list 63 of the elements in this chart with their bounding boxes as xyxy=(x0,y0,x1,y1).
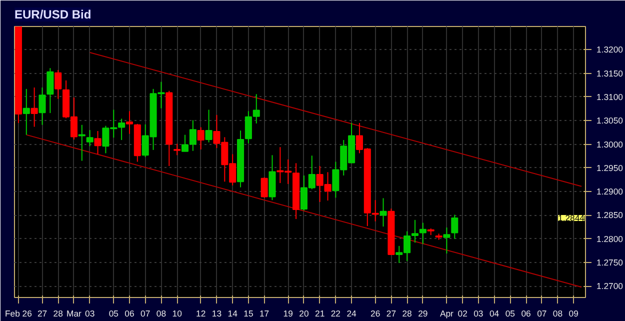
x-tick-label: 06 xyxy=(521,308,532,318)
x-tick-label: Apr xyxy=(440,308,454,318)
x-tick-label: 03 xyxy=(85,308,95,318)
x-tick-label: 09 xyxy=(568,308,579,318)
candlestick xyxy=(205,109,212,143)
chart-title: EUR/USD Bid xyxy=(14,8,92,22)
x-tick-label: 02 xyxy=(458,308,468,318)
x-tick-label: 05 xyxy=(505,308,516,318)
x-tick-label: 08 xyxy=(156,308,166,318)
x-tick-label: Feb 26 xyxy=(4,308,32,318)
y-tick-label: 1.3000 xyxy=(596,139,624,150)
x-tick-label: 06 xyxy=(124,308,134,318)
y-tick-label: 1.2700 xyxy=(596,281,624,292)
annotation: 1.2844 xyxy=(558,213,585,224)
x-tick-label: 24 xyxy=(346,308,357,318)
candlestick xyxy=(126,110,134,134)
y-tick-label: 1.2800 xyxy=(596,234,624,244)
candlestick xyxy=(380,198,387,228)
y-tick-label: 1.3100 xyxy=(596,92,624,102)
y-tick-label: 1.3050 xyxy=(596,116,624,126)
x-tick-label: 15 xyxy=(244,308,254,318)
candlestick xyxy=(78,124,86,162)
x-tick-label: 08 xyxy=(552,308,563,318)
x-tick-label: 17 xyxy=(260,308,270,318)
candlestick xyxy=(86,130,94,147)
candlestick xyxy=(94,130,102,155)
candlestick xyxy=(22,88,30,136)
candlestick xyxy=(46,68,54,114)
x-tick-label: 04 xyxy=(489,308,500,318)
x-tick-label: 03 xyxy=(474,308,484,318)
x-tick-label: 20 xyxy=(299,308,309,318)
candlestick xyxy=(260,176,268,198)
x-tick-label: 22 xyxy=(330,308,341,318)
candlestick xyxy=(54,70,62,100)
y-tick-label: 1.3200 xyxy=(596,44,624,55)
candlestick xyxy=(174,143,181,156)
candlestick xyxy=(451,214,458,240)
x-tick-label: Mar xyxy=(66,308,82,318)
y-tick-label: 1.2900 xyxy=(596,186,624,197)
x-tick-label: 27 xyxy=(37,308,48,318)
x-tick-label: 10 xyxy=(172,308,182,318)
candlestick xyxy=(38,87,46,126)
y-tick-label: 1.2850 xyxy=(596,210,624,220)
x-tick-label: 26 xyxy=(370,308,380,318)
x-tick-label: 07 xyxy=(537,308,547,318)
x-tick-label: 19 xyxy=(283,308,294,318)
x-tick-label: 28 xyxy=(53,308,64,318)
x-tick-label: 21 xyxy=(315,308,325,318)
candlestick xyxy=(30,87,38,128)
candlestick xyxy=(419,222,426,245)
x-tick-label: 13 xyxy=(212,308,222,318)
candlestick xyxy=(443,227,450,254)
x-tick-label: 14 xyxy=(228,308,238,318)
x-tick-label: 05 xyxy=(108,308,119,318)
y-tick-label: 1.3150 xyxy=(596,68,624,78)
y-tick-label: 1.2750 xyxy=(596,258,624,268)
x-tick-label: 12 xyxy=(196,308,206,318)
candlestick xyxy=(197,126,204,150)
x-tick-label: 29 xyxy=(418,308,428,318)
y-tick-label: 1.2950 xyxy=(596,162,624,173)
x-tick-label: 27 xyxy=(386,308,396,318)
x-tick-label: 07 xyxy=(140,308,150,318)
x-tick-label: 28 xyxy=(402,308,412,318)
